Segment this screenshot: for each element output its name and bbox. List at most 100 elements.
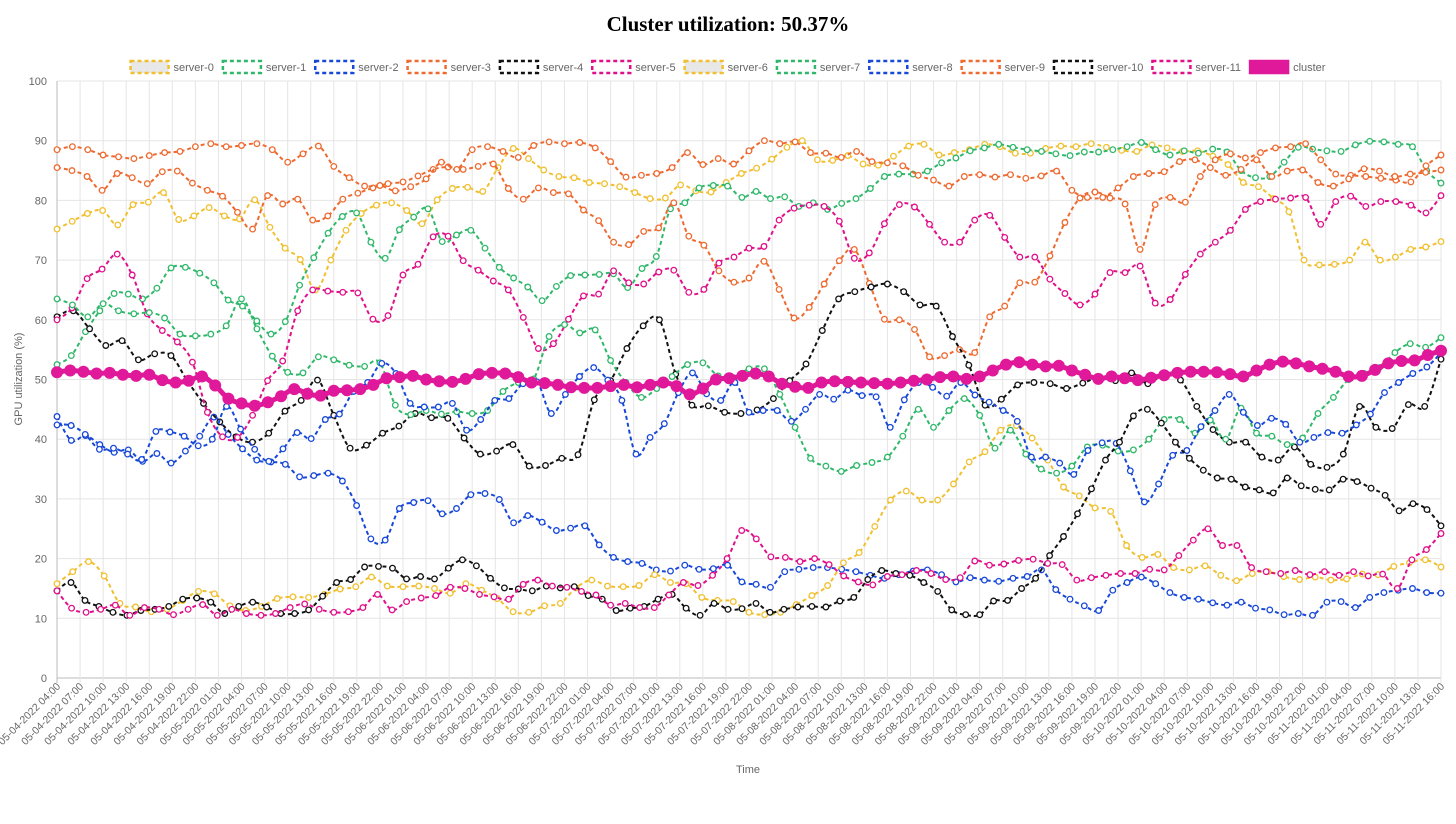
data-point-server-0: [813, 156, 821, 164]
data-point-server-4: [737, 410, 745, 417]
data-point-server-1: [752, 187, 760, 195]
data-point-server-11: [665, 591, 673, 599]
data-point-server-8: [208, 435, 216, 443]
data-point-server-6: [1060, 483, 1067, 491]
data-point-server-1: [952, 154, 960, 162]
data-point-server-5: [1302, 193, 1310, 201]
data-point-cluster: [1184, 365, 1197, 378]
data-point-server-1: [852, 195, 860, 203]
data-point-server-1: [709, 182, 717, 189]
data-point-server-3: [549, 189, 557, 197]
legend-item-server-3[interactable]: server-3: [406, 59, 491, 75]
data-point-server-2: [852, 568, 860, 576]
data-point-server-6: [1107, 507, 1115, 515]
data-point-server-3: [1046, 252, 1054, 260]
data-point-server-0: [585, 179, 593, 186]
data-point-server-0: [372, 201, 380, 209]
legend-item-server-8[interactable]: server-8: [868, 59, 953, 75]
data-point-server-4: [900, 288, 908, 296]
data-point-cluster: [1224, 368, 1237, 381]
data-point-server-11: [1087, 574, 1095, 582]
data-point-server-11: [869, 581, 877, 589]
data-point-server-5: [926, 220, 933, 228]
data-point-server-3: [98, 186, 106, 194]
series-cluster: [51, 344, 1447, 412]
data-point-server-3: [1136, 245, 1144, 253]
legend-item-server-6[interactable]: server-6: [683, 59, 768, 75]
data-point-server-9: [561, 140, 568, 148]
data-point-server-2: [1294, 610, 1302, 617]
data-point-server-7: [299, 369, 307, 377]
data-point-server-1: [781, 193, 789, 201]
data-point-server-2: [1166, 589, 1174, 597]
data-point-server-8: [886, 423, 894, 431]
legend-label: server-9: [1005, 62, 1045, 74]
data-point-server-1: [1137, 139, 1145, 146]
data-point-server-7: [1222, 435, 1230, 443]
legend-item-server-1[interactable]: server-1: [221, 59, 306, 75]
data-point-server-9: [945, 182, 953, 190]
data-point-server-8: [1423, 363, 1431, 371]
data-point-server-2: [809, 564, 817, 572]
data-point-cluster: [1105, 370, 1118, 383]
data-point-server-9: [1099, 193, 1107, 201]
data-point-server-5: [98, 265, 106, 273]
data-point-cluster: [156, 374, 169, 387]
data-point-server-3: [1317, 156, 1325, 164]
legend-item-cluster[interactable]: cluster: [1248, 59, 1326, 75]
data-point-server-10: [249, 598, 257, 606]
data-point-cluster: [196, 370, 208, 383]
data-point-server-10: [738, 605, 746, 613]
data-point-server-1: [866, 185, 874, 192]
data-point-cluster: [525, 376, 538, 389]
legend-item-server-7[interactable]: server-7: [775, 59, 860, 75]
data-point-server-2: [638, 559, 646, 567]
data-point-cluster: [1118, 372, 1131, 385]
legend-item-server-11[interactable]: server-11: [1151, 59, 1241, 75]
y-tick-label: 40: [35, 434, 47, 446]
legend-item-server-0[interactable]: server-0: [129, 59, 214, 75]
data-point-server-9: [176, 147, 184, 155]
data-point-server-11: [388, 606, 396, 614]
data-point-server-3: [1211, 156, 1219, 164]
data-point-cluster: [973, 370, 986, 383]
data-point-server-0: [175, 216, 183, 223]
legend-swatch: [868, 59, 909, 75]
data-point-server-8: [590, 364, 598, 372]
legend-swatch: [498, 59, 540, 75]
data-point-server-1: [938, 159, 946, 167]
y-tick-label: 80: [35, 195, 47, 207]
data-point-server-6: [210, 590, 218, 598]
legend[interactable]: server-0 server-1 server-2 server-3 server-4…: [129, 59, 1326, 75]
data-point-server-11: [1422, 546, 1430, 554]
data-point-cluster: [341, 384, 353, 397]
data-point-server-8: [1027, 453, 1035, 461]
data-point-server-1: [1166, 151, 1174, 159]
data-point-server-8: [745, 408, 753, 416]
data-point-cluster: [275, 390, 288, 403]
legend-item-server-10[interactable]: server-10: [1052, 59, 1143, 75]
data-point-server-5: [324, 287, 332, 295]
data-point-server-3: [670, 199, 678, 207]
data-point-server-9: [1345, 175, 1353, 183]
legend-item-server-9[interactable]: server-9: [960, 59, 1045, 75]
data-point-server-2: [1194, 595, 1202, 603]
data-point-server-7: [791, 423, 799, 431]
data-point-server-0: [570, 174, 578, 182]
data-point-server-0: [874, 161, 882, 169]
data-point-server-10: [486, 574, 494, 582]
data-point-server-7: [437, 410, 445, 418]
legend-item-server-2[interactable]: server-2: [313, 59, 399, 75]
y-tick-label: 20: [35, 554, 47, 566]
data-point-server-3: [354, 189, 362, 197]
data-point-server-6: [619, 583, 627, 591]
legend-item-server-4[interactable]: server-4: [498, 59, 583, 75]
data-point-server-0: [144, 198, 152, 206]
legend-item-server-5[interactable]: server-5: [590, 59, 676, 75]
data-point-server-10: [1143, 405, 1151, 413]
data-point-server-6: [1123, 542, 1130, 549]
data-point-server-8: [1056, 459, 1064, 467]
data-point-server-3: [339, 195, 347, 203]
data-point-server-10: [808, 602, 816, 610]
data-point-server-1: [239, 302, 246, 310]
